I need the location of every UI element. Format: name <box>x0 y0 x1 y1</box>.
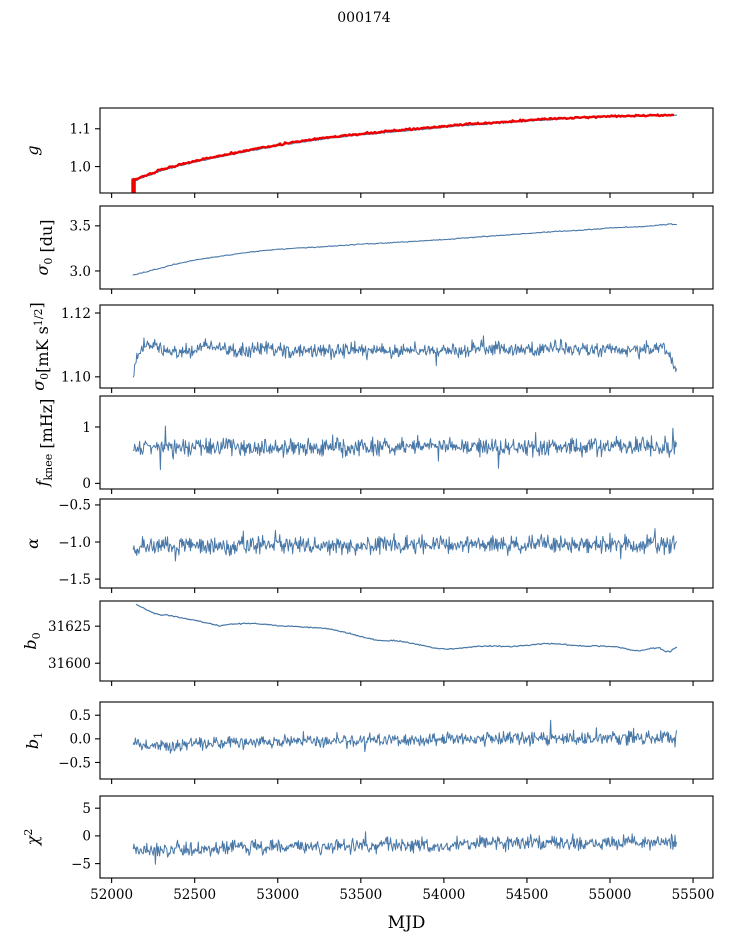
ylabel-b1: b1 <box>23 732 45 749</box>
xtick-label-1: 52500 <box>173 887 216 903</box>
xtick-label-6: 55000 <box>589 887 632 903</box>
series-alpha <box>132 528 677 562</box>
panel-frame-b1 <box>99 701 714 780</box>
xtick-label-4: 54000 <box>422 887 465 903</box>
xtick-label-7: 55500 <box>672 887 715 903</box>
ytick-label-sigma0_du-0: 3.0 <box>70 264 91 280</box>
series-gain <box>132 114 677 182</box>
ytick-label-sigma0_mk-1: 1.12 <box>61 306 91 322</box>
panel-b0: 31600 31625 b0 <box>21 600 714 686</box>
figure-title: 000174 <box>337 10 391 26</box>
svg-text:σ0 [du]: σ0 [du] <box>33 219 56 275</box>
panel-b1: 0.5 0.0 −0.5 b1 <box>23 701 714 784</box>
ytick-label-gain-0: 1.0 <box>70 159 91 175</box>
ylabel-fknee: fknee [mHz] <box>33 399 56 488</box>
svg-text:σ0[mK s1/2]: σ0[mK s1/2] <box>27 302 52 391</box>
ylabel-sigma0_mk: σ0[mK s1/2] <box>27 302 52 391</box>
ytick-label-b1-1: 0.0 <box>70 732 91 748</box>
ytick-label-fknee-1: 1 <box>82 420 91 436</box>
svg-text:α: α <box>23 538 42 549</box>
ytick-label-chi2-2: −5 <box>71 856 91 872</box>
panel-frame-sigma0_mk <box>99 304 714 389</box>
series-sigma0_du <box>132 223 677 276</box>
ytick-label-b0-1: 31625 <box>48 619 91 635</box>
panel-frame-chi2 <box>99 795 714 879</box>
series-gain_fit <box>132 113 675 182</box>
series-sigma0_mk <box>132 335 677 378</box>
panel-sigma0_du: 3.0 3.5 σ0 [du] <box>33 205 714 294</box>
panel-fknee: 0 1 fknee [mHz] <box>33 395 714 494</box>
ytick-label-alpha-1: −1.0 <box>58 535 91 551</box>
panel-sigma0_mk: 1.10 1.12 σ0[mK s1/2] <box>27 302 714 393</box>
ylabel-sigma0_du: σ0 [du] <box>33 219 56 275</box>
ytick-label-sigma0_mk-0: 1.10 <box>61 370 91 386</box>
series-fknee <box>132 425 677 471</box>
panel-frame-fknee <box>99 395 714 490</box>
ytick-label-b0-0: 31600 <box>48 656 91 672</box>
panel-alpha: −0.5 −1.0 −1.5 α <box>23 498 714 593</box>
panel-gain: 1.0 1.1 g <box>23 107 714 198</box>
ytick-label-sigma0_du-1: 3.5 <box>70 219 91 235</box>
ytick-label-b1-2: −0.5 <box>58 755 91 771</box>
ylabel-alpha: α <box>23 538 42 549</box>
ytick-label-alpha-0: −0.5 <box>58 498 91 514</box>
ylabel-chi2: χ2 <box>22 829 42 847</box>
series-chi2 <box>132 831 677 865</box>
panel-frame-alpha <box>99 498 714 589</box>
ytick-label-fknee-0: 0 <box>82 476 91 492</box>
panel-frame-b0 <box>99 600 714 682</box>
svg-text:b1: b1 <box>23 732 45 749</box>
panel-frame-sigma0_du <box>99 205 714 290</box>
ytick-label-chi2-1: 0 <box>82 829 91 845</box>
ytick-label-b1-0: 0.5 <box>70 708 91 724</box>
xtick-label-3: 53500 <box>339 887 382 903</box>
series-b1 <box>132 719 677 754</box>
xtick-label-0: 52000 <box>90 887 133 903</box>
panel-frame-gain <box>99 107 714 194</box>
svg-text:fknee [mHz]: fknee [mHz] <box>33 399 56 488</box>
xtick-label-2: 53000 <box>256 887 299 903</box>
xtick-label-5: 54500 <box>505 887 548 903</box>
svg-text:b0: b0 <box>21 632 43 649</box>
ylabel-gain: g <box>23 145 42 155</box>
panel-chi2: 5 0 −5 52000 52500 53000 53500 54000 54500 55000 5… <box>22 795 715 903</box>
ylabel-b0: b0 <box>21 632 43 649</box>
svg-text:g: g <box>23 145 42 155</box>
ytick-label-chi2-0: 5 <box>82 801 91 817</box>
xaxis-label: MJD <box>388 913 426 933</box>
ytick-label-alpha-2: −1.5 <box>58 572 91 588</box>
svg-text:χ2: χ2 <box>22 829 42 847</box>
ytick-label-gain-1: 1.1 <box>70 122 91 138</box>
series-b0 <box>135 603 678 653</box>
